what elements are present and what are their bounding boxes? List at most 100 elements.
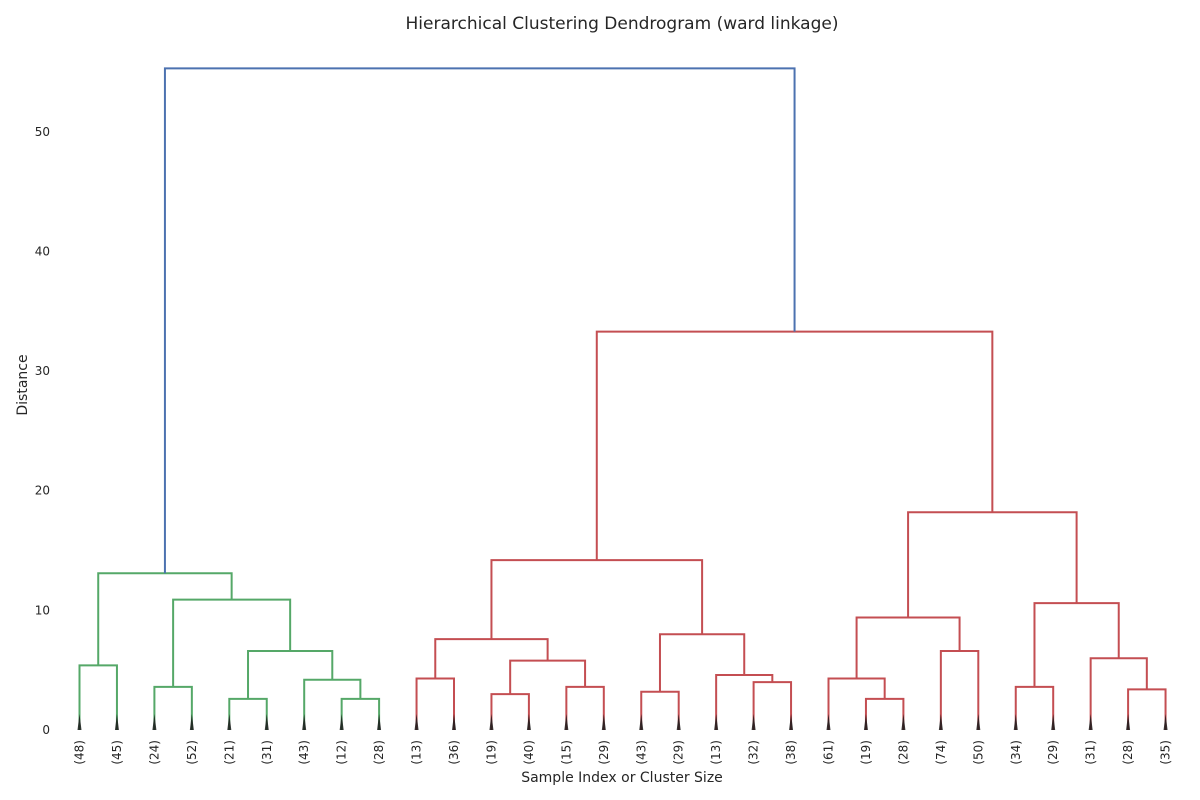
dendrogram-link-m18 [490,559,704,640]
x-tick-label: (35) [1159,740,1173,765]
dendrogram-link-m27 [907,511,1078,618]
leaf-marker [414,714,419,730]
leaf-marker [264,714,269,730]
leaf-marker [77,714,82,730]
dendrogram-link-m3 [228,697,268,730]
x-tick-label: (31) [1084,740,1098,765]
x-tick-label: (28) [372,740,386,765]
leaf-marker [452,714,456,730]
dendrogram-link-m28 [595,330,994,561]
dendrogram-link-m12 [509,659,587,695]
leaf-marker [339,714,344,730]
leaf-marker [676,714,681,730]
dendrogram-link-m7 [172,598,292,687]
dendrogram-link-m16 [715,673,774,730]
leaf-marker [826,714,831,730]
dendrogram-link-m25 [1089,657,1148,730]
x-tick-label: (13) [410,740,424,765]
dendrogram-link-m9 [415,677,455,730]
dendrogram-links [78,67,1167,730]
leaf-marker [901,714,906,730]
leaf-marker [1126,714,1131,730]
dendrogram-link-m21 [939,650,980,730]
x-tick-label: (45) [110,740,124,765]
dendrogram-link-m6 [247,650,334,699]
x-tick-label: (24) [147,740,161,765]
leaf-marker [489,714,494,730]
chart-title: Hierarchical Clustering Dendrogram (ward… [406,14,839,34]
x-tick-label: (31) [260,740,274,765]
dendrogram-link-m13 [434,638,549,679]
dendrogram-link-m23 [1014,685,1055,730]
dendrogram-link-m8 [97,572,233,666]
leaf-marker [189,714,194,730]
dendrogram-link-m24 [1127,688,1167,730]
x-tick-label: (29) [1046,740,1060,765]
dendrogram-link-m1 [78,664,118,730]
leaf-marker [1051,714,1056,730]
x-tick-label: (29) [597,740,611,765]
leaf-marker [114,714,119,730]
y-tick-label: 50 [35,125,50,139]
leaf-marker [564,714,569,730]
dendrogram-link-m11 [565,685,605,730]
x-tick-label: (50) [971,740,985,765]
y-tick-label: 10 [35,603,50,617]
y-tick-label: 30 [35,364,50,378]
leaf-marker [863,714,868,730]
leaf-marker [377,714,382,730]
dendrogram-link-m5 [303,678,362,730]
x-tick-label: (74) [934,740,948,765]
dendrogram-link-m17 [658,633,746,692]
x-tick-label: (32) [747,740,761,765]
dendrogram-link-m20 [827,677,886,730]
leaf-marker [227,714,232,730]
x-tick-label: (34) [1009,740,1023,765]
x-tick-label: (61) [822,740,836,765]
x-tick-label: (52) [185,740,199,765]
leaf-marker [639,714,644,730]
y-tick-label: 40 [35,244,50,258]
dendrogram-link-m26 [1033,602,1120,687]
x-tick-label: (28) [1121,740,1135,765]
x-tick-label: (15) [559,740,573,765]
leaf-marker [976,714,981,730]
y-axis-label: Distance [15,354,31,415]
x-tick-label: (36) [447,740,461,765]
leaf-marker [938,714,943,730]
x-tick-label: (12) [335,740,349,765]
leaf-markers [77,714,1168,730]
x-tick-label: (38) [784,740,798,765]
leaf-marker [152,714,157,730]
x-tick-label: (21) [222,740,236,765]
x-tick-label: (48) [73,740,87,765]
leaf-marker [789,714,794,730]
x-tick-label: (43) [634,740,648,765]
y-tick-label: 20 [35,484,50,498]
x-axis-ticks: (48) (45) (24) (52) (21) (31) (43) (12) (28) (13)… [73,740,1173,765]
x-axis-label: Sample Index or Cluster Size [521,770,723,786]
leaf-marker [1088,714,1093,730]
y-tick-label: 0 [42,723,50,737]
leaf-marker [751,714,756,730]
leaf-marker [714,714,719,730]
y-axis-ticks: 0 10 20 30 40 50 [35,125,50,737]
leaf-marker [1163,714,1168,730]
x-tick-label: (28) [896,740,910,765]
dendrogram-link-m29 [163,67,796,574]
dendrogram-link-m2 [153,685,193,730]
dendrogram-link-m22 [855,616,961,679]
x-tick-label: (19) [859,740,873,765]
dendrogram-link-m4 [340,697,381,730]
leaf-marker [302,714,307,730]
leaf-marker [601,714,606,730]
dendrogram-link-m19 [864,697,905,730]
dendrogram-link-m14 [640,690,680,730]
leaf-marker [526,714,531,730]
dendrogram-link-m10 [490,693,530,730]
x-tick-label: (13) [709,740,723,765]
dendrogram-link-m15 [752,681,793,730]
leaf-marker [1013,714,1018,730]
x-tick-label: (43) [297,740,311,765]
